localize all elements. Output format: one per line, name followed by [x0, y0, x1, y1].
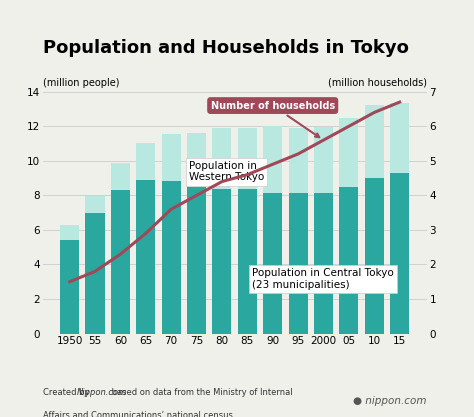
Text: based on data from the Ministry of Internal: based on data from the Ministry of Inter…: [109, 388, 292, 397]
Bar: [289, 128, 308, 193]
Bar: [314, 193, 333, 334]
Bar: [365, 178, 384, 334]
Bar: [339, 118, 358, 187]
Bar: [111, 163, 130, 190]
Text: Population in
Western Tokyo: Population in Western Tokyo: [189, 161, 264, 183]
Text: Number of households: Number of households: [210, 100, 335, 137]
Bar: [390, 173, 409, 334]
Text: ● nippon.com: ● nippon.com: [353, 396, 427, 406]
Bar: [238, 128, 257, 189]
Bar: [212, 128, 231, 189]
Text: (million households): (million households): [328, 78, 427, 88]
Bar: [314, 127, 333, 193]
Text: Created by: Created by: [43, 388, 92, 397]
Bar: [162, 133, 181, 181]
Text: Nippon.com: Nippon.com: [77, 388, 127, 397]
Bar: [187, 133, 206, 187]
Text: (million people): (million people): [43, 78, 119, 88]
Text: Population and Households in Tokyo: Population and Households in Tokyo: [43, 39, 409, 57]
Bar: [187, 187, 206, 334]
Text: Affairs and Communications’ national census.: Affairs and Communications’ national cen…: [43, 411, 235, 417]
Bar: [238, 189, 257, 334]
Bar: [136, 143, 155, 180]
Bar: [85, 196, 105, 213]
Bar: [136, 180, 155, 334]
Bar: [162, 181, 181, 334]
Bar: [339, 187, 358, 334]
Bar: [111, 190, 130, 334]
Bar: [390, 103, 409, 173]
Text: Population in Central Tokyo
(23 municipalities): Population in Central Tokyo (23 municipa…: [252, 268, 394, 289]
Bar: [60, 225, 79, 240]
Bar: [60, 240, 79, 334]
Bar: [212, 189, 231, 334]
Bar: [263, 193, 282, 334]
Bar: [365, 105, 384, 178]
Bar: [263, 126, 282, 193]
Bar: [289, 193, 308, 334]
Bar: [85, 213, 105, 334]
